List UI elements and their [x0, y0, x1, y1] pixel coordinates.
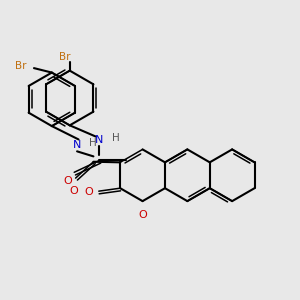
Text: O: O [84, 187, 93, 197]
Text: O: O [70, 185, 79, 196]
Text: H: H [112, 133, 120, 143]
Text: O: O [139, 210, 148, 220]
Text: H: H [89, 138, 97, 148]
Text: Br: Br [58, 52, 70, 62]
Text: N: N [95, 135, 104, 145]
Text: Br: Br [15, 61, 27, 71]
Text: O: O [63, 176, 72, 186]
Text: N: N [73, 140, 81, 150]
